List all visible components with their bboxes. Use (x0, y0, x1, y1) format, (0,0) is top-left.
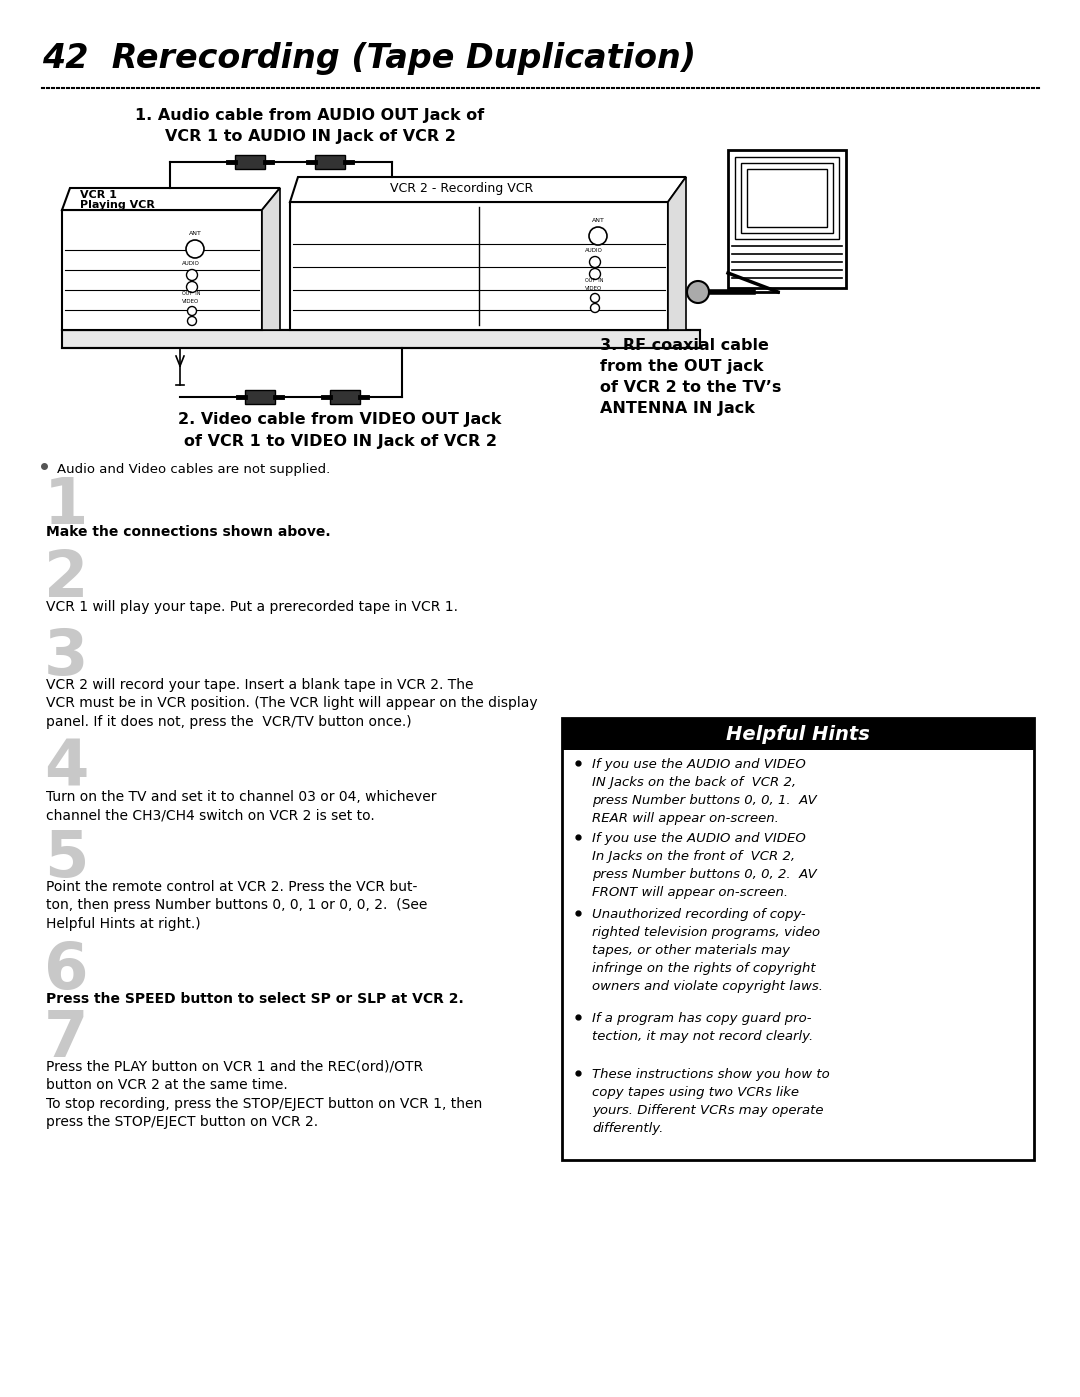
Bar (562, 718, 1034, 750)
Bar (62, 330, 700, 348)
Text: 4: 4 (44, 738, 89, 800)
Bar (747, 169, 827, 226)
Text: 5: 5 (44, 828, 89, 890)
Text: VCR 2 - Recording VCR: VCR 2 - Recording VCR (390, 182, 534, 196)
Text: VCR 1: VCR 1 (80, 190, 117, 200)
Text: Press the PLAY button on VCR 1 and the REC(ord)/OTR
button on VCR 2 at the same : Press the PLAY button on VCR 1 and the R… (46, 1060, 483, 1129)
Polygon shape (291, 177, 686, 203)
Text: Turn on the TV and set it to channel 03 or 04, whichever
channel the CH3/CH4 swi: Turn on the TV and set it to channel 03 … (46, 789, 436, 823)
Bar (330, 390, 360, 404)
Text: ANT: ANT (592, 218, 605, 224)
Bar (315, 155, 345, 169)
Bar (735, 156, 839, 239)
Text: If a program has copy guard pro-
tection, it may not record clearly.: If a program has copy guard pro- tection… (592, 1011, 813, 1044)
Circle shape (590, 268, 600, 279)
Circle shape (188, 317, 197, 326)
Text: 3: 3 (44, 626, 89, 687)
Text: AUDIO: AUDIO (183, 261, 200, 265)
Text: Unauthorized recording of copy-
righted television programs, video
tapes, or oth: Unauthorized recording of copy- righted … (592, 908, 823, 993)
Circle shape (589, 226, 607, 244)
Bar (291, 203, 669, 330)
Text: Audio and Video cables are not supplied.: Audio and Video cables are not supplied. (57, 462, 330, 476)
Circle shape (187, 282, 198, 292)
Text: Make the connections shown above.: Make the connections shown above. (46, 525, 330, 539)
Text: 1: 1 (44, 475, 89, 536)
Bar (62, 210, 262, 330)
Bar (741, 163, 833, 233)
Bar (235, 155, 265, 169)
Bar (728, 149, 846, 288)
Text: OUT  IN: OUT IN (585, 278, 604, 284)
Polygon shape (262, 189, 280, 330)
Text: AUDIO: AUDIO (585, 249, 603, 253)
Text: 7: 7 (44, 1009, 89, 1070)
Text: 2: 2 (44, 548, 89, 610)
Circle shape (590, 257, 600, 267)
Bar (562, 718, 1034, 1160)
Circle shape (687, 281, 708, 303)
Text: OUT  IN: OUT IN (183, 291, 201, 296)
Circle shape (188, 306, 197, 316)
Text: If you use the AUDIO and VIDEO
In Jacks on the front of  VCR 2,
press Number but: If you use the AUDIO and VIDEO In Jacks … (592, 833, 816, 900)
Text: ANT: ANT (189, 231, 202, 236)
Text: 3. RF coaxial cable
from the OUT jack
of VCR 2 to the TV’s
ANTENNA IN Jack: 3. RF coaxial cable from the OUT jack of… (600, 338, 781, 416)
Text: 2. Video cable from VIDEO OUT Jack
of VCR 1 to VIDEO IN Jack of VCR 2: 2. Video cable from VIDEO OUT Jack of VC… (178, 412, 502, 448)
Polygon shape (62, 189, 280, 210)
Text: VCR 1 will play your tape. Put a prerecorded tape in VCR 1.: VCR 1 will play your tape. Put a prereco… (46, 599, 458, 615)
Text: Point the remote control at VCR 2. Press the VCR but-
ton, then press Number but: Point the remote control at VCR 2. Press… (46, 880, 428, 930)
Text: VCR 2 will record your tape. Insert a blank tape in VCR 2. The
VCR must be in VC: VCR 2 will record your tape. Insert a bl… (46, 678, 538, 729)
Text: If you use the AUDIO and VIDEO
IN Jacks on the back of  VCR 2,
press Number butt: If you use the AUDIO and VIDEO IN Jacks … (592, 759, 816, 826)
Text: Playing VCR: Playing VCR (80, 200, 154, 210)
Bar (245, 390, 275, 404)
Text: 1. Audio cable from AUDIO OUT Jack of
VCR 1 to AUDIO IN Jack of VCR 2: 1. Audio cable from AUDIO OUT Jack of VC… (135, 108, 485, 144)
Circle shape (591, 303, 599, 313)
Text: 6: 6 (44, 940, 89, 1002)
Text: VIDEO: VIDEO (183, 299, 199, 305)
Circle shape (591, 293, 599, 303)
Text: 42  Rerecording (Tape Duplication): 42 Rerecording (Tape Duplication) (42, 42, 696, 75)
Text: Press the SPEED button to select SP or SLP at VCR 2.: Press the SPEED button to select SP or S… (46, 992, 463, 1006)
Circle shape (186, 240, 204, 258)
Polygon shape (669, 177, 686, 330)
Text: These instructions show you how to
copy tapes using two VCRs like
yours. Differe: These instructions show you how to copy … (592, 1067, 829, 1134)
Text: Helpful Hints: Helpful Hints (726, 725, 869, 743)
Circle shape (187, 270, 198, 281)
Text: VIDEO: VIDEO (585, 286, 603, 291)
